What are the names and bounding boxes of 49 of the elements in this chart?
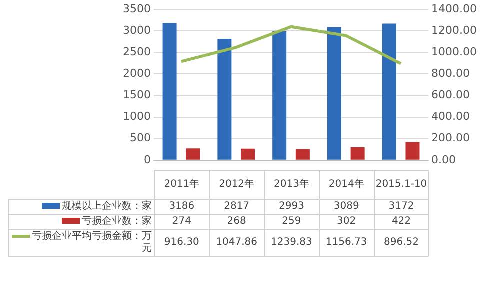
bar — [327, 27, 342, 160]
bar — [272, 31, 287, 160]
y-tick-label: 2000 — [122, 67, 151, 80]
bar — [406, 142, 420, 160]
data-label: 1156.73 — [319, 230, 374, 256]
legend-label: 规模以上企业数：家 — [62, 201, 152, 212]
bar — [218, 39, 232, 160]
y2-tick-label: 1400.00 — [432, 2, 478, 16]
bar — [350, 147, 365, 160]
x-tick-label: 2011年 — [154, 170, 210, 200]
x-tick-label: 2015.1-10 — [374, 170, 429, 200]
x-tick-label: 2013年 — [264, 170, 320, 200]
y2-tick-label: 600.00 — [432, 88, 470, 102]
data-label: 2817 — [209, 200, 264, 214]
bar — [186, 148, 200, 160]
y-tick-label: 1000 — [122, 110, 151, 124]
data-label: 916.30 — [154, 230, 210, 256]
y2-tick-label: 1000.00 — [432, 46, 478, 59]
data-label: 3172 — [374, 200, 429, 214]
y-tick-label: 3500 — [122, 2, 151, 16]
legend-label: 亏损企业平均亏损金额：万元 — [32, 231, 152, 254]
bar — [162, 23, 177, 160]
y2-tick-label: 1200.00 — [432, 24, 478, 37]
y-tick-label: 500 — [130, 132, 151, 145]
bar — [241, 148, 256, 160]
x-tick-label: 2012年 — [209, 170, 264, 200]
data-label: 422 — [374, 214, 429, 230]
y-tick-label: 2500 — [122, 46, 151, 59]
data-label: 2993 — [264, 200, 320, 214]
data-label: 302 — [319, 214, 374, 230]
y2-tick-label: 0.00 — [432, 153, 456, 166]
y2-tick-label: 800.00 — [432, 67, 470, 80]
data-label: 1047.86 — [209, 230, 264, 256]
y2-tick-label: 200.00 — [432, 132, 470, 145]
bar — [382, 24, 396, 160]
data-label: 896.52 — [374, 230, 429, 256]
y-tick-label: 1500 — [122, 88, 151, 102]
data-label: 259 — [264, 214, 320, 230]
data-label: 274 — [154, 214, 210, 230]
data-label: 1239.83 — [264, 230, 320, 256]
data-label: 268 — [209, 214, 264, 230]
legend-label: 亏损企业数：家 — [82, 216, 152, 227]
y-tick-label: 0 — [144, 153, 151, 166]
y2-tick-label: 400.00 — [432, 110, 470, 124]
bar — [296, 149, 310, 160]
x-tick-label: 2014年 — [319, 170, 374, 200]
y-tick-label: 3000 — [122, 24, 151, 37]
data-label: 3186 — [154, 200, 210, 214]
data-label: 3089 — [319, 200, 374, 214]
